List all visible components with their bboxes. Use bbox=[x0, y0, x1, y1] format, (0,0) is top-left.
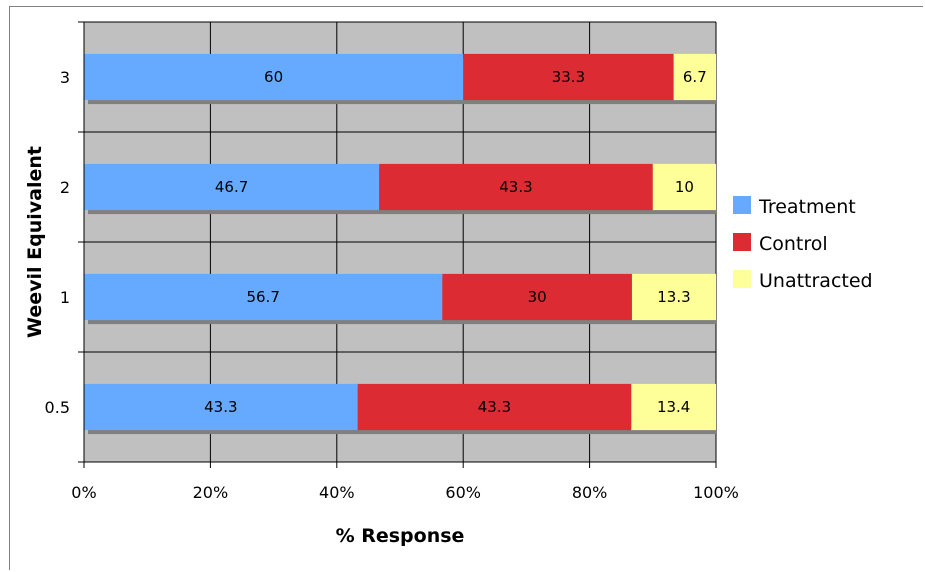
legend: Treatment Control Unattracted bbox=[733, 196, 873, 292]
data-label: 6.7 bbox=[683, 68, 707, 86]
legend-swatch-unattracted bbox=[733, 270, 751, 288]
data-label: 46.7 bbox=[215, 178, 248, 196]
data-label: 13.3 bbox=[657, 288, 690, 306]
x-tick-label: 100% bbox=[693, 483, 739, 502]
axes: 0% 20% 40% 60% 80% 100% 0.5 1 2 3 bbox=[45, 21, 739, 502]
bar-unattracted bbox=[652, 163, 716, 211]
bar-control bbox=[357, 383, 632, 431]
legend-label-control: Control bbox=[759, 233, 828, 255]
y-axis-title: Weevil Equivalent bbox=[24, 146, 46, 338]
legend-label-treatment: Treatment bbox=[758, 196, 856, 218]
data-label: 33.3 bbox=[552, 68, 585, 86]
bar-treatment bbox=[84, 163, 380, 211]
bar-treatment bbox=[84, 383, 358, 431]
data-label: 43.3 bbox=[499, 178, 532, 196]
data-label: 10 bbox=[675, 178, 694, 196]
data-label: 60 bbox=[264, 68, 283, 86]
bars: 43.3 43.3 13.4 56.7 30 13.3 46.7 43.3 10 60 33.3 6.… bbox=[84, 53, 716, 435]
bar-control bbox=[442, 273, 632, 321]
bar-unattracted bbox=[631, 273, 716, 321]
x-tick-label: 20% bbox=[193, 483, 229, 502]
legend-swatch-control bbox=[733, 233, 751, 251]
x-tick-label: 60% bbox=[445, 483, 481, 502]
bar-control bbox=[379, 163, 653, 211]
legend-label-unattracted: Unattracted bbox=[759, 270, 873, 292]
x-tick-label: 40% bbox=[319, 483, 355, 502]
bar-treatment bbox=[84, 273, 443, 321]
y-tick-label: 0.5 bbox=[45, 398, 70, 417]
data-label: 13.4 bbox=[657, 398, 690, 416]
y-tick-label: 2 bbox=[60, 178, 70, 197]
y-tick-label: 3 bbox=[60, 68, 70, 87]
y-tick-label: 1 bbox=[60, 288, 70, 307]
x-tick-label: 0% bbox=[71, 483, 96, 502]
data-label: 56.7 bbox=[246, 288, 279, 306]
bar-unattracted bbox=[631, 383, 716, 431]
bar-unattracted bbox=[673, 53, 716, 101]
legend-swatch-treatment bbox=[733, 196, 751, 214]
bar-control bbox=[463, 53, 674, 101]
data-label: 43.3 bbox=[478, 398, 511, 416]
chart-frame bbox=[9, 6, 923, 570]
data-label: 30 bbox=[528, 288, 547, 306]
data-label: 43.3 bbox=[204, 398, 237, 416]
x-tick-label: 80% bbox=[572, 483, 608, 502]
x-axis-title: % Response bbox=[336, 525, 465, 547]
bar-treatment bbox=[84, 53, 464, 101]
